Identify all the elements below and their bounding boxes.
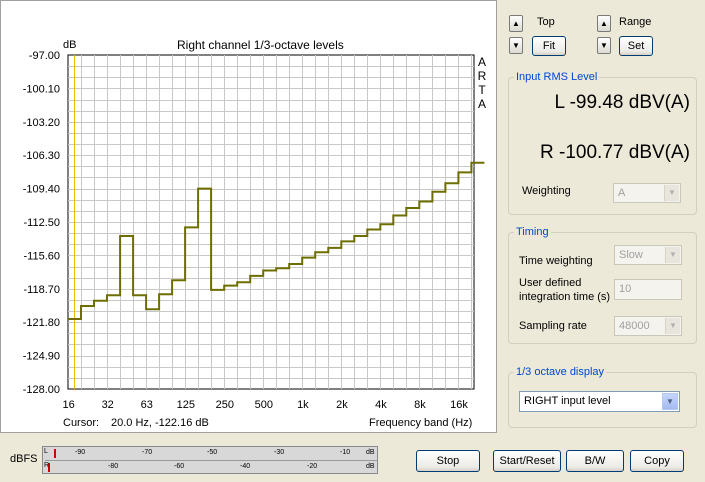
top-label: Top <box>537 16 555 28</box>
chart-title: Right channel 1/3-octave levels <box>177 38 344 52</box>
meter-tick: -90 <box>75 449 86 456</box>
weighting-label: Weighting <box>522 185 571 197</box>
level-meter-scale <box>45 449 377 472</box>
meter-tick: -10 <box>340 449 351 456</box>
integration-time-input[interactable]: 10 <box>614 279 682 300</box>
arrow-down-icon: ▼ <box>512 41 520 50</box>
x-tick-label: 2k <box>336 399 348 411</box>
octave-display-value: RIGHT input level <box>524 395 611 407</box>
meter-tick: -30 <box>274 449 285 456</box>
y-tick-label: -97.00 <box>29 50 60 62</box>
arta-letter: R <box>477 69 487 83</box>
x-tick-label: 1k <box>297 399 309 411</box>
stop-button[interactable]: Stop <box>416 450 480 472</box>
chevron-down-icon: ▼ <box>665 318 680 334</box>
time-weighting-value: Slow <box>619 249 643 261</box>
meter-right-channel-label: R <box>44 462 50 469</box>
meter-tick: -50 <box>207 449 218 456</box>
bw-button[interactable]: B/W <box>566 450 624 472</box>
x-tick-label: 250 <box>216 399 234 411</box>
time-weighting-label: Time weighting <box>519 255 593 267</box>
octave-display-title: 1/3 octave display <box>514 366 607 378</box>
meter-tick: dB <box>366 463 375 470</box>
x-tick-label: 63 <box>141 399 153 411</box>
user-defined-line-1: User defined <box>519 277 582 289</box>
meter-tick: -40 <box>240 463 251 470</box>
x-tick-label: 16k <box>450 399 468 411</box>
sampling-rate-value: 48000 <box>619 320 650 332</box>
y-tick-label: -128.00 <box>23 384 60 396</box>
y-tick-label: -118.70 <box>24 284 61 296</box>
dbfs-label: dBFS <box>10 453 38 465</box>
y-tick-label: -106.30 <box>23 150 60 162</box>
y-tick-label: -100.10 <box>23 83 60 95</box>
x-tick-label: 32 <box>102 399 114 411</box>
meter-tick: dB <box>366 449 375 456</box>
series-line <box>68 161 485 320</box>
weighting-select[interactable]: A ▼ <box>613 183 681 203</box>
arta-vertical-label: A R T A <box>477 55 487 111</box>
y-tick-label: -109.40 <box>23 184 60 196</box>
octave-display-select[interactable]: RIGHT input level ▼ <box>519 391 680 412</box>
user-defined-label: User defined integration time (s) <box>519 276 610 304</box>
set-button[interactable]: Set <box>619 36 653 56</box>
timing-group <box>508 232 697 344</box>
cursor-readout: 20.0 Hz, -122.16 dB <box>111 417 209 429</box>
level-meter: L R -90 -70 -50 -30 -10 dB -80 -60 -40 -… <box>42 446 378 474</box>
user-defined-line-2: integration time (s) <box>519 291 611 303</box>
sampling-rate-select[interactable]: 48000 ▼ <box>614 316 682 336</box>
meter-tick: -80 <box>108 463 119 470</box>
fit-button[interactable]: Fit <box>532 36 566 56</box>
spectrum-chart[interactable]: -97.00 -100.10 -103.20 -106.30 -109.40 -112.5… <box>1 1 498 434</box>
chevron-down-icon: ▼ <box>665 247 680 263</box>
time-weighting-select[interactable]: Slow ▼ <box>614 245 682 265</box>
weighting-value: A <box>618 187 626 199</box>
start-reset-button[interactable]: Start/Reset <box>493 450 561 472</box>
sampling-rate-label: Sampling rate <box>519 320 587 332</box>
cursor-label: Cursor: <box>63 417 100 429</box>
arta-letter: T <box>478 83 486 97</box>
y-tick-label: -112.50 <box>24 217 61 229</box>
input-rms-group <box>508 77 697 215</box>
top-down-button[interactable]: ▼ <box>509 37 523 54</box>
range-label: Range <box>619 16 652 28</box>
chevron-down-icon: ▼ <box>664 185 679 201</box>
range-up-button[interactable]: ▲ <box>597 15 611 32</box>
x-tick-label: 4k <box>375 399 387 411</box>
arta-letter: A <box>477 97 486 111</box>
top-up-button[interactable]: ▲ <box>509 15 523 32</box>
range-down-button[interactable]: ▼ <box>597 37 611 54</box>
meter-tick: -70 <box>142 449 153 456</box>
x-tick-label: 125 <box>177 399 195 411</box>
timing-title: Timing <box>514 226 551 238</box>
x-tick-label: 16 <box>63 399 75 411</box>
left-level-readout: L -99.48 dBV(A) <box>554 92 690 113</box>
input-rms-title: Input RMS Level <box>514 71 600 83</box>
x-axis-label: Frequency band (Hz) <box>369 417 473 429</box>
arrow-down-icon: ▼ <box>600 41 608 50</box>
plot-panel[interactable]: -97.00 -100.10 -103.20 -106.30 -109.40 -112.5… <box>0 0 497 433</box>
arrow-up-icon: ▲ <box>512 19 520 28</box>
right-level-readout: R -100.77 dBV(A) <box>540 142 690 163</box>
copy-button[interactable]: Copy <box>630 450 684 472</box>
y-unit-label: dB <box>63 39 77 51</box>
y-tick-label: -124.90 <box>23 351 60 363</box>
arta-letter: A <box>477 55 486 69</box>
meter-left-channel-label: L <box>44 448 48 455</box>
x-tick-label: 8k <box>414 399 426 411</box>
chevron-down-icon: ▼ <box>662 393 678 410</box>
x-tick-label: 500 <box>255 399 273 411</box>
y-tick-label: -103.20 <box>23 117 60 129</box>
meter-tick: -60 <box>174 463 185 470</box>
y-tick-label: -115.60 <box>24 250 61 262</box>
meter-tick: -20 <box>307 463 318 470</box>
arrow-up-icon: ▲ <box>600 19 608 28</box>
y-tick-label: -121.80 <box>23 317 60 329</box>
